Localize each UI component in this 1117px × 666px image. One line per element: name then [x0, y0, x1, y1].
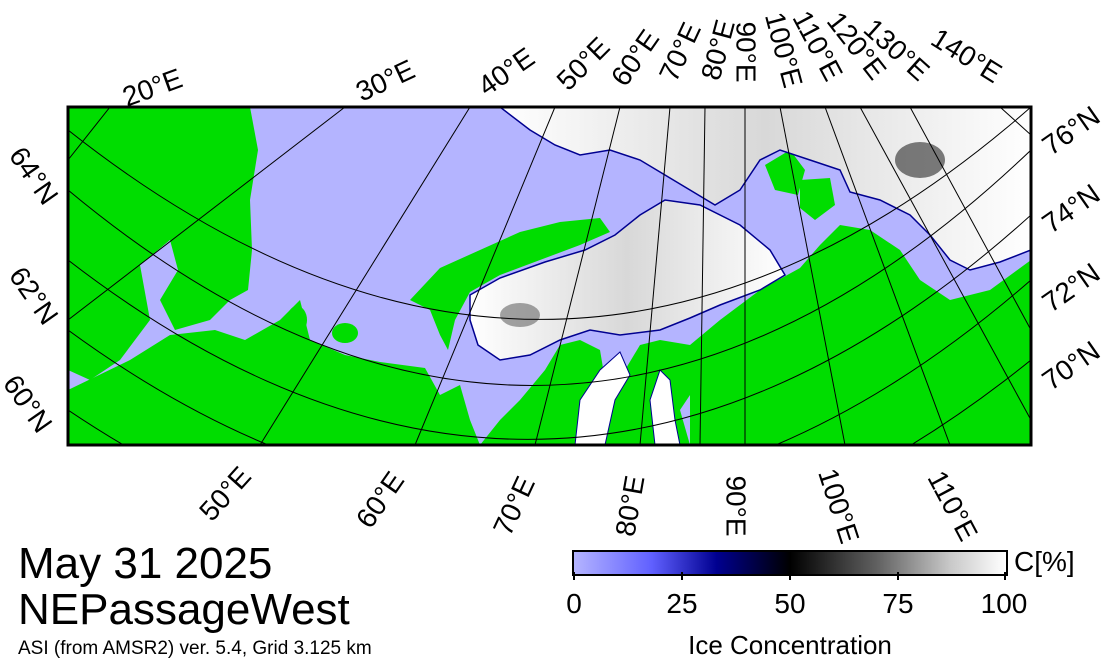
map-frame	[66, 105, 1033, 447]
ice-yenisei-gulf	[649, 369, 681, 445]
lon-label-bottom: 90°E	[720, 475, 752, 537]
colorbar-tick: 0	[566, 588, 582, 619]
colorbar-unit: C[%]	[1014, 546, 1075, 577]
region-title: NEPassageWest	[18, 585, 350, 634]
land-severnaya-zemlya-2	[800, 178, 835, 220]
colorbar-tick: 75	[882, 588, 914, 619]
land-taymyr	[690, 225, 1031, 445]
colorbar-tick: 50	[774, 588, 806, 619]
land-scandinavia	[68, 107, 258, 380]
colorbar-title: Ice Concentration	[688, 630, 892, 660]
land-vaygach	[287, 306, 307, 334]
product-info: ASI (from AMSR2) ver. 5.4, Grid 3.125 km	[18, 638, 372, 659]
lon-label-top: 90°E	[730, 21, 762, 83]
land-kolguev	[332, 323, 358, 343]
ice-kara-sea	[469, 199, 787, 361]
land-russia-west	[68, 300, 480, 445]
land-novaya-zemlya	[410, 218, 610, 350]
ice-dense-patch-2	[500, 303, 540, 327]
land-yamal	[480, 340, 605, 445]
date-title: May 31 2025	[18, 539, 273, 588]
colorbar-tick: 100	[980, 588, 1028, 619]
ice-dense-patch	[895, 142, 945, 178]
ice-ob-gulf	[574, 351, 631, 445]
colorbar-tick: 25	[666, 588, 698, 619]
graticule	[68, 107, 1031, 445]
ice-arctic-north	[498, 107, 1031, 271]
